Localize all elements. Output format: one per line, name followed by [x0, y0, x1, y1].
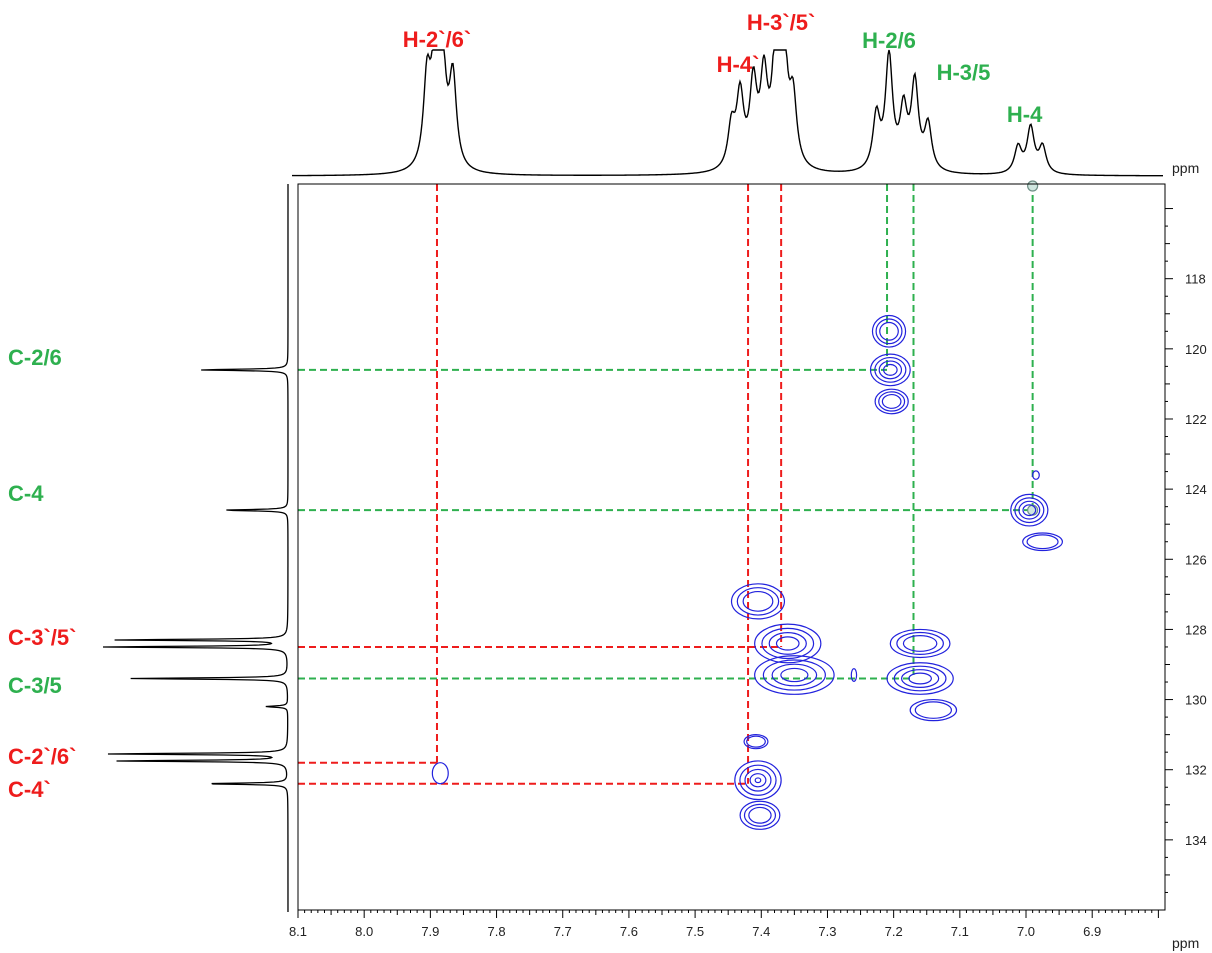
proton-peak-label: H-4: [1007, 102, 1043, 127]
y-tick-label: 134: [1185, 833, 1207, 848]
x-tick-label: 8.0: [355, 924, 373, 939]
cross-peak-contour: [875, 318, 903, 345]
x-tick-label: 7.9: [421, 924, 439, 939]
cross-peak-contour: [1014, 497, 1045, 524]
cross-peak-contour: [881, 393, 902, 409]
carbon-peak-label: C-4`: [8, 777, 51, 802]
cross-peak-contour: [754, 777, 762, 784]
y-tick-label: 132: [1185, 763, 1207, 778]
cross-peak-contour: [886, 662, 954, 695]
cross-peak-contour: [743, 734, 769, 750]
proton-peak-label: H-3`/5`: [747, 10, 815, 35]
x-tick-label: 7.8: [488, 924, 506, 939]
cross-peak-contour: [749, 773, 767, 788]
carbon-peak-label: C-3`/5`: [8, 625, 76, 650]
cross-peak-contour: [878, 360, 903, 380]
cross-peak-contour: [1032, 470, 1040, 480]
cross-peak-contour: [1018, 500, 1041, 520]
cross-peak-contour: [780, 667, 809, 683]
cross-peak-contour: [908, 672, 932, 685]
cross-peak-contour: [893, 665, 947, 692]
cross-peak-contour: [748, 806, 772, 824]
peak-labels-layer: H-2`/6` H-4` H-3`/5` H-2/6 H-3/5 H-4 C-2/6 C-4 C…: [8, 10, 1043, 802]
carbon-peak-label: C-2`/6`: [8, 744, 76, 769]
carbon-peak-label: C-4: [8, 481, 44, 506]
x-tick-label: 6.9: [1083, 924, 1101, 939]
cross-peak-contour: [871, 314, 907, 348]
x-tick-label: 7.0: [1017, 924, 1035, 939]
carbon-peak-label: C-2/6: [8, 345, 62, 370]
x-tick-label: 7.6: [620, 924, 638, 939]
cross-peak-contour: [869, 353, 911, 387]
y-tick-label: 122: [1185, 412, 1207, 427]
proton-peak-label: H-2/6: [862, 28, 916, 53]
cross-peak-contour: [889, 628, 951, 659]
proton-projection-spectrum: [292, 49, 1164, 177]
cross-peak-contour: [746, 735, 766, 748]
cross-peak-contour: [736, 587, 780, 616]
guide-lines-layer: [298, 180, 1039, 785]
cross-peak-contour: [902, 634, 938, 652]
cross-peak-contour: [768, 632, 807, 655]
y-tick-label: 130: [1185, 693, 1207, 708]
cross-peak-contour: [1010, 493, 1049, 527]
cross-peak-contour: [431, 762, 449, 785]
x-axis-unit: ppm: [1172, 935, 1199, 951]
x-tick-label: 7.2: [885, 924, 903, 939]
cross-peak-contour: [761, 627, 815, 660]
cross-peak-contour: [896, 631, 944, 655]
cross-peak-contour: [730, 583, 786, 620]
y-tick-label: 124: [1185, 482, 1207, 497]
y-tick-label: 118: [1185, 272, 1206, 287]
plot-frame-layer: 8.1 8.0 7.9 7.8 7.7 7.6 7.5 7.4 7.3 7.2 7.1 7.0 6.9 1…: [289, 183, 1207, 939]
cross-peak-contour: [874, 356, 907, 383]
cross-peak-contour: [743, 803, 777, 827]
projection-spectra-layer: [102, 49, 1164, 912]
cross-peak-contour: [739, 800, 781, 830]
h4-marker-dot: [1027, 180, 1039, 192]
x-tick-label: 7.1: [951, 924, 969, 939]
proton-peak-label: H-4`: [717, 52, 760, 77]
x-tick-label: 7.7: [554, 924, 572, 939]
cross-peak-contour: [1022, 532, 1064, 552]
cross-peak-contour: [850, 668, 858, 682]
cross-peak-contour: [762, 659, 826, 691]
cross-peak-contour: [1022, 504, 1037, 517]
cross-peak-contour: [744, 768, 772, 792]
cross-peak-contour: [909, 698, 958, 722]
cross-peak-contour: [882, 363, 898, 376]
proton-peak-label: H-2`/6`: [403, 27, 471, 52]
cross-peak-contour: [775, 636, 800, 651]
y-tick-label: 128: [1185, 622, 1207, 637]
cross-peak-contour: [771, 663, 818, 687]
cross-peak-contour: [914, 701, 953, 719]
carbon-peak-label: C-3/5: [8, 673, 62, 698]
cross-peak-contour: [754, 623, 822, 664]
top-axis-unit: ppm: [1172, 160, 1199, 176]
cross-peak-contour: [878, 391, 906, 412]
cross-peak-contour: [1026, 534, 1059, 550]
contour-layer: [431, 314, 1064, 830]
carbon-projection-spectrum: [102, 184, 289, 912]
cross-peak-contour: [742, 590, 774, 612]
y-tick-label: 126: [1185, 552, 1207, 567]
cross-peak-contour: [754, 655, 835, 695]
cross-peak-contour: [900, 669, 940, 688]
cross-peak-contour: [879, 321, 899, 341]
x-tick-label: 7.5: [686, 924, 704, 939]
y-tick-label: 120: [1185, 342, 1207, 357]
x-tick-label: 7.3: [818, 924, 836, 939]
x-tick-label: 7.4: [752, 924, 770, 939]
x-tick-label: 8.1: [289, 924, 307, 939]
cross-peak-contour: [734, 760, 782, 801]
proton-peak-label: H-3/5: [937, 60, 991, 85]
plot-frame: [297, 183, 1166, 911]
cross-peak-contour: [874, 388, 909, 415]
cross-peak-contour: [739, 764, 777, 796]
